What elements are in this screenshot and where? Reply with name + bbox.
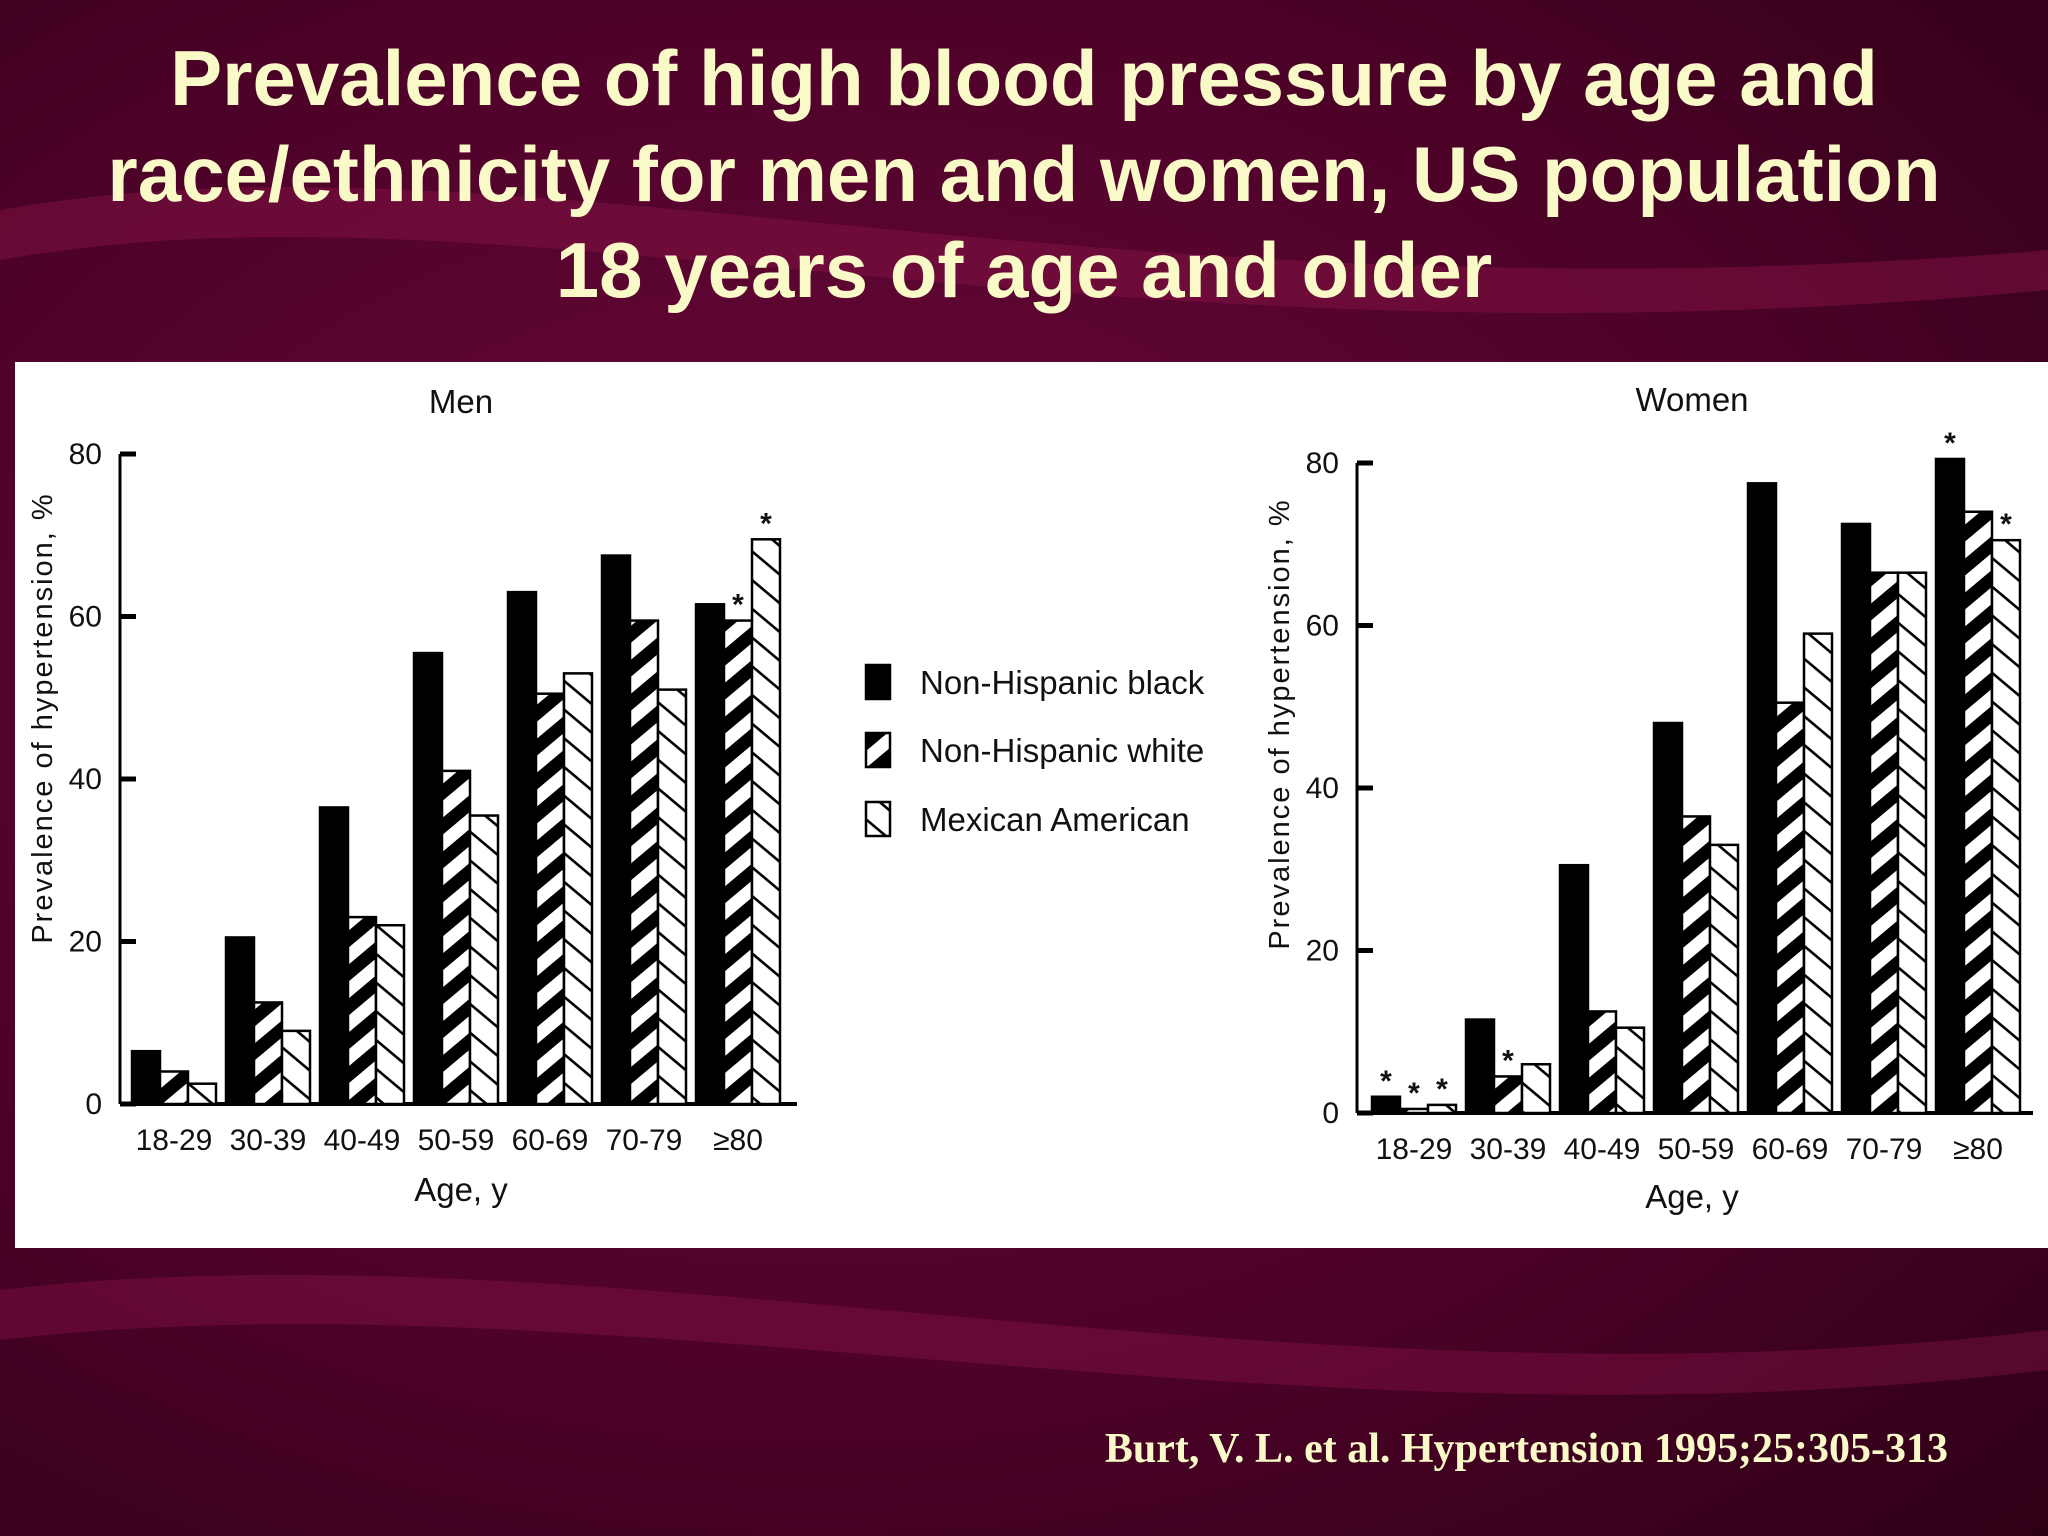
bar-mexican-american-4 — [562, 672, 594, 1106]
legend-swatch-thin-hatch — [864, 800, 892, 838]
chart-women: Women Prevalence of hypertension, % Age,… — [1264, 381, 2033, 1215]
bar-mexican-american-6 — [1990, 538, 2022, 1115]
legend-label: Non-Hispanic white — [920, 732, 1204, 769]
significance-asterisk: * — [1944, 427, 1956, 460]
y-tick-label: 0 — [85, 1088, 102, 1121]
bar-non-hispanic-black-0 — [1370, 1095, 1402, 1115]
bar-non-hispanic-black-1 — [224, 936, 256, 1106]
x-tick-label: 50-59 — [418, 1124, 495, 1157]
y-tick-label: 0 — [1322, 1097, 1339, 1130]
x-tick-label: 50-59 — [1658, 1133, 1735, 1166]
x-tick-label: 30-39 — [1470, 1133, 1547, 1166]
citation: Burt, V. L. et al. Hypertension 1995;25:… — [1104, 1426, 1948, 1472]
bar-non-hispanic-black-4 — [506, 590, 538, 1106]
x-tick-label: 70-79 — [1846, 1133, 1923, 1166]
figure-svg: Men Prevalence of hypertension, % Age, y… — [27, 381, 2033, 1215]
bar-non-hispanic-black-1 — [1464, 1018, 1496, 1115]
bar-non-hispanic-white-4 — [1774, 701, 1806, 1115]
bar-non-hispanic-black-6 — [1934, 457, 1966, 1115]
significance-asterisk: * — [732, 589, 744, 622]
x-tick-label: 70-79 — [606, 1124, 683, 1157]
x-axis-label-men: Age, y — [414, 1171, 508, 1208]
x-axis-label-women: Age, y — [1645, 1178, 1739, 1215]
x-tick-label: 18-29 — [1376, 1133, 1453, 1166]
chart-title-men: Men — [429, 383, 493, 420]
bar-mexican-american-6 — [750, 538, 782, 1106]
legend-item-non-hispanic-black: Non-Hispanic black — [864, 663, 1205, 701]
significance-asterisk: * — [1502, 1044, 1514, 1077]
significance-asterisk: * — [1408, 1077, 1420, 1110]
bar-mexican-american-2 — [1614, 1026, 1646, 1115]
x-tick-label: ≥80 — [713, 1124, 763, 1157]
bar-mexican-american-1 — [280, 1029, 312, 1106]
bar-mexican-american-3 — [468, 814, 500, 1106]
bar-non-hispanic-black-5 — [600, 554, 632, 1106]
legend-swatch-solid — [864, 663, 892, 701]
bars-men: ** — [130, 507, 782, 1106]
bar-non-hispanic-black-2 — [1558, 863, 1590, 1115]
bars-women: * * * * * * — [1370, 427, 2022, 1115]
legend-item-mexican-american: Mexican American — [864, 800, 1190, 838]
bar-non-hispanic-white-1 — [252, 1001, 284, 1106]
y-tick-label: 40 — [1306, 772, 1339, 805]
x-tick-label: 30-39 — [230, 1124, 307, 1157]
bar-non-hispanic-white-3 — [440, 769, 472, 1106]
y-axis-label-men: Prevalence of hypertension, % — [27, 492, 59, 943]
figure-panel: Men Prevalence of hypertension, % Age, y… — [15, 362, 2048, 1248]
bar-mexican-american-1 — [1520, 1063, 1552, 1115]
chart-men: Men Prevalence of hypertension, % Age, y… — [27, 383, 797, 1208]
bar-non-hispanic-white-4 — [534, 692, 566, 1106]
bar-non-hispanic-white-5 — [1868, 571, 1900, 1115]
bar-non-hispanic-white-0 — [158, 1070, 190, 1106]
bar-mexican-american-3 — [1708, 843, 1740, 1115]
legend: Non-Hispanic black Non-Hispanic white Me… — [864, 663, 1205, 838]
x-tick-label: ≥80 — [1953, 1133, 2003, 1166]
y-tick-label: 80 — [1306, 447, 1339, 480]
bar-non-hispanic-white-6 — [722, 619, 754, 1106]
x-tick-label: 60-69 — [1752, 1133, 1829, 1166]
bar-non-hispanic-black-0 — [130, 1049, 162, 1106]
bar-non-hispanic-black-6 — [694, 603, 726, 1106]
significance-asterisk: * — [1380, 1065, 1392, 1098]
x-tick-label: 60-69 — [512, 1124, 589, 1157]
bar-non-hispanic-black-2 — [318, 806, 350, 1106]
bar-non-hispanic-black-4 — [1746, 482, 1778, 1115]
bar-non-hispanic-white-2 — [346, 915, 378, 1106]
y-tick-label: 20 — [69, 926, 102, 959]
bar-non-hispanic-black-3 — [1652, 721, 1684, 1115]
bar-mexican-american-5 — [656, 688, 688, 1106]
y-axis-label-women: Prevalence of hypertension, % — [1264, 498, 1296, 949]
bar-mexican-american-0 — [1426, 1103, 1458, 1115]
legend-swatch-thick-hatch — [864, 731, 892, 769]
y-tick-label: 60 — [69, 601, 102, 634]
y-tick-label: 60 — [1306, 610, 1339, 643]
bar-non-hispanic-black-5 — [1840, 522, 1872, 1115]
bar-non-hispanic-white-2 — [1586, 1010, 1618, 1115]
significance-asterisk: * — [760, 507, 772, 540]
axes-men: 0 20 40 60 80 18-29 30-39 40-49 50-59 60-69 70-79 ≥… — [69, 438, 797, 1157]
y-tick-label: 40 — [69, 763, 102, 796]
y-tick-label: 80 — [69, 438, 102, 471]
slide-title: Prevalence of high blood pressure by age… — [107, 34, 1941, 314]
bar-non-hispanic-black-3 — [412, 651, 444, 1106]
x-tick-label: 40-49 — [324, 1124, 401, 1157]
bar-mexican-american-0 — [186, 1082, 218, 1106]
x-tick-label: 18-29 — [136, 1124, 213, 1157]
bar-mexican-american-2 — [374, 924, 406, 1106]
bar-mexican-american-5 — [1896, 571, 1928, 1115]
legend-item-non-hispanic-white: Non-Hispanic white — [864, 731, 1204, 769]
bar-non-hispanic-white-1 — [1492, 1075, 1524, 1115]
bar-non-hispanic-white-3 — [1680, 815, 1712, 1115]
bar-non-hispanic-white-6 — [1962, 510, 1994, 1115]
x-tick-label: 40-49 — [1564, 1133, 1641, 1166]
y-tick-label: 20 — [1306, 935, 1339, 968]
bar-mexican-american-4 — [1802, 632, 1834, 1115]
significance-asterisk: * — [1436, 1073, 1448, 1106]
significance-asterisk: * — [2000, 508, 2012, 541]
legend-label: Mexican American — [920, 801, 1190, 838]
legend-label: Non-Hispanic black — [920, 664, 1205, 701]
chart-title-women: Women — [1635, 381, 1748, 418]
bar-non-hispanic-white-5 — [628, 619, 660, 1106]
